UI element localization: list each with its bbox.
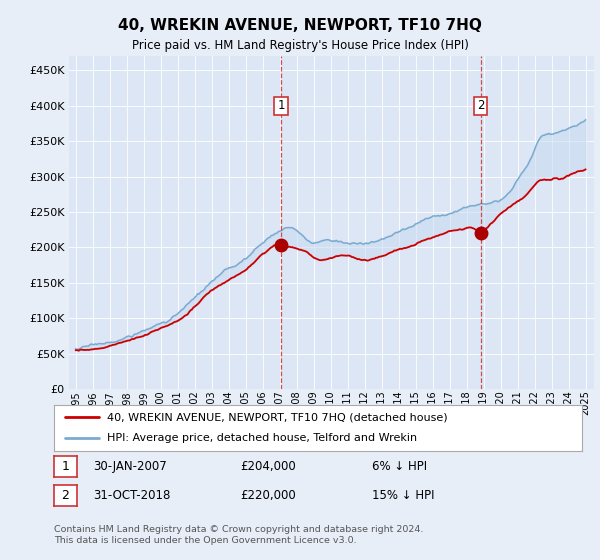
Text: 2: 2 [477,100,484,113]
Text: 6% ↓ HPI: 6% ↓ HPI [372,460,427,473]
Text: 30-JAN-2007: 30-JAN-2007 [93,460,167,473]
Text: Contains HM Land Registry data © Crown copyright and database right 2024.
This d: Contains HM Land Registry data © Crown c… [54,525,424,545]
Text: 2: 2 [61,489,70,502]
Text: HPI: Average price, detached house, Telford and Wrekin: HPI: Average price, detached house, Telf… [107,433,417,444]
Text: £220,000: £220,000 [240,489,296,502]
Text: 40, WREKIN AVENUE, NEWPORT, TF10 7HQ (detached house): 40, WREKIN AVENUE, NEWPORT, TF10 7HQ (de… [107,412,448,422]
Text: 31-OCT-2018: 31-OCT-2018 [93,489,170,502]
Text: 1: 1 [277,100,285,113]
Text: 1: 1 [61,460,70,473]
Text: 15% ↓ HPI: 15% ↓ HPI [372,489,434,502]
Text: Price paid vs. HM Land Registry's House Price Index (HPI): Price paid vs. HM Land Registry's House … [131,39,469,52]
Text: 40, WREKIN AVENUE, NEWPORT, TF10 7HQ: 40, WREKIN AVENUE, NEWPORT, TF10 7HQ [118,18,482,33]
Text: £204,000: £204,000 [240,460,296,473]
